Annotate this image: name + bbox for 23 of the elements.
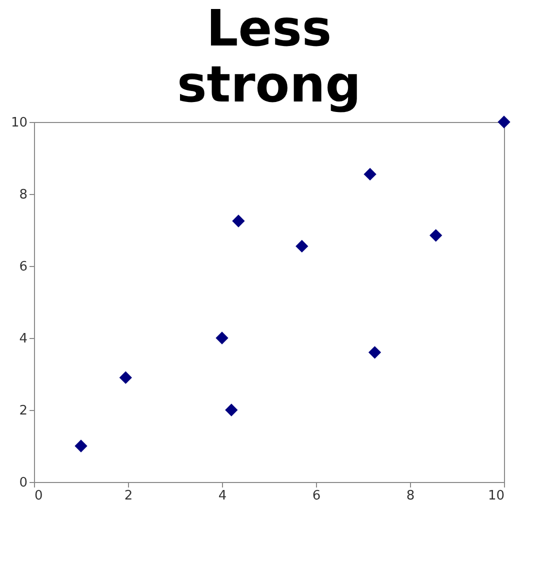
x-tick-label: 4 bbox=[218, 488, 227, 504]
point bbox=[498, 116, 510, 128]
y-tick-label: 10 bbox=[10, 116, 28, 130]
point bbox=[364, 168, 376, 181]
point bbox=[74, 440, 88, 452]
x-tick-label: 2 bbox=[124, 488, 133, 504]
y-tick-label: 8 bbox=[19, 188, 28, 202]
point bbox=[368, 346, 382, 359]
point bbox=[430, 229, 442, 242]
y-tick-label: 4 bbox=[19, 332, 28, 346]
y-tick-label: 2 bbox=[19, 404, 28, 418]
point bbox=[225, 404, 238, 416]
y-tick-label: 0 bbox=[19, 476, 28, 490]
point bbox=[119, 371, 132, 384]
x-tick-label: 10 bbox=[488, 488, 504, 504]
y-tick-label: 6 bbox=[19, 260, 28, 274]
x-tick-label: 8 bbox=[406, 488, 415, 504]
chart-title: Less strong bbox=[176, 0, 362, 114]
x-tick-label: 6 bbox=[312, 488, 321, 504]
point bbox=[216, 332, 228, 344]
x-tick-label: 0 bbox=[34, 488, 43, 504]
point bbox=[232, 214, 245, 228]
point bbox=[296, 240, 308, 253]
